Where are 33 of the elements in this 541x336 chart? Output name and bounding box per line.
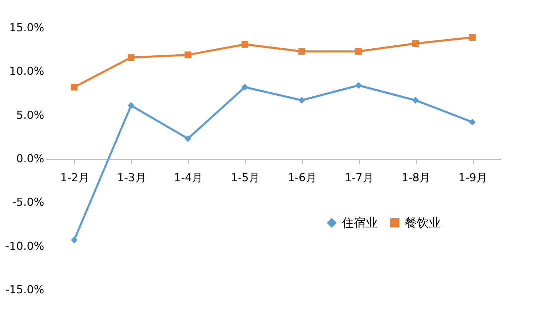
point — [184, 52, 192, 58]
y-tick-label: -5.0% — [12, 196, 44, 210]
point — [71, 236, 78, 244]
y-tick-label: -10.0% — [6, 240, 44, 253]
point — [242, 84, 248, 91]
legend-label: 住宿业 — [341, 216, 378, 230]
point — [298, 97, 306, 104]
y-tick-label: 5.0% — [16, 108, 44, 122]
point — [242, 41, 248, 48]
x-tick-label: 1-4月 — [174, 172, 204, 184]
point — [412, 97, 420, 104]
x-tick-label: 1-3月 — [117, 172, 146, 184]
x-tick-label: 1-2月 — [60, 172, 90, 184]
point — [469, 34, 476, 41]
point — [412, 40, 420, 48]
x-tick-label: 1-6月 — [288, 172, 317, 184]
x-tick-label: 1-8月 — [402, 172, 431, 184]
point — [184, 136, 192, 142]
point — [128, 102, 135, 110]
y-tick-label: 15.0% — [10, 22, 44, 34]
point — [298, 48, 306, 55]
x-tick-label: 1-5月 — [231, 172, 260, 184]
x-tick-label: 1-7月 — [344, 172, 374, 184]
y-tick-label: 0.0% — [16, 152, 44, 166]
point — [355, 48, 362, 55]
point — [469, 118, 476, 126]
x-tick-label: 1-9月 — [458, 172, 488, 184]
point — [355, 82, 362, 89]
y-tick-label: 10.0% — [10, 65, 44, 78]
point — [128, 54, 135, 62]
legend-label: 餐饮业 — [405, 216, 441, 230]
y-tick-label: -15.0% — [6, 284, 44, 296]
point — [71, 84, 78, 91]
